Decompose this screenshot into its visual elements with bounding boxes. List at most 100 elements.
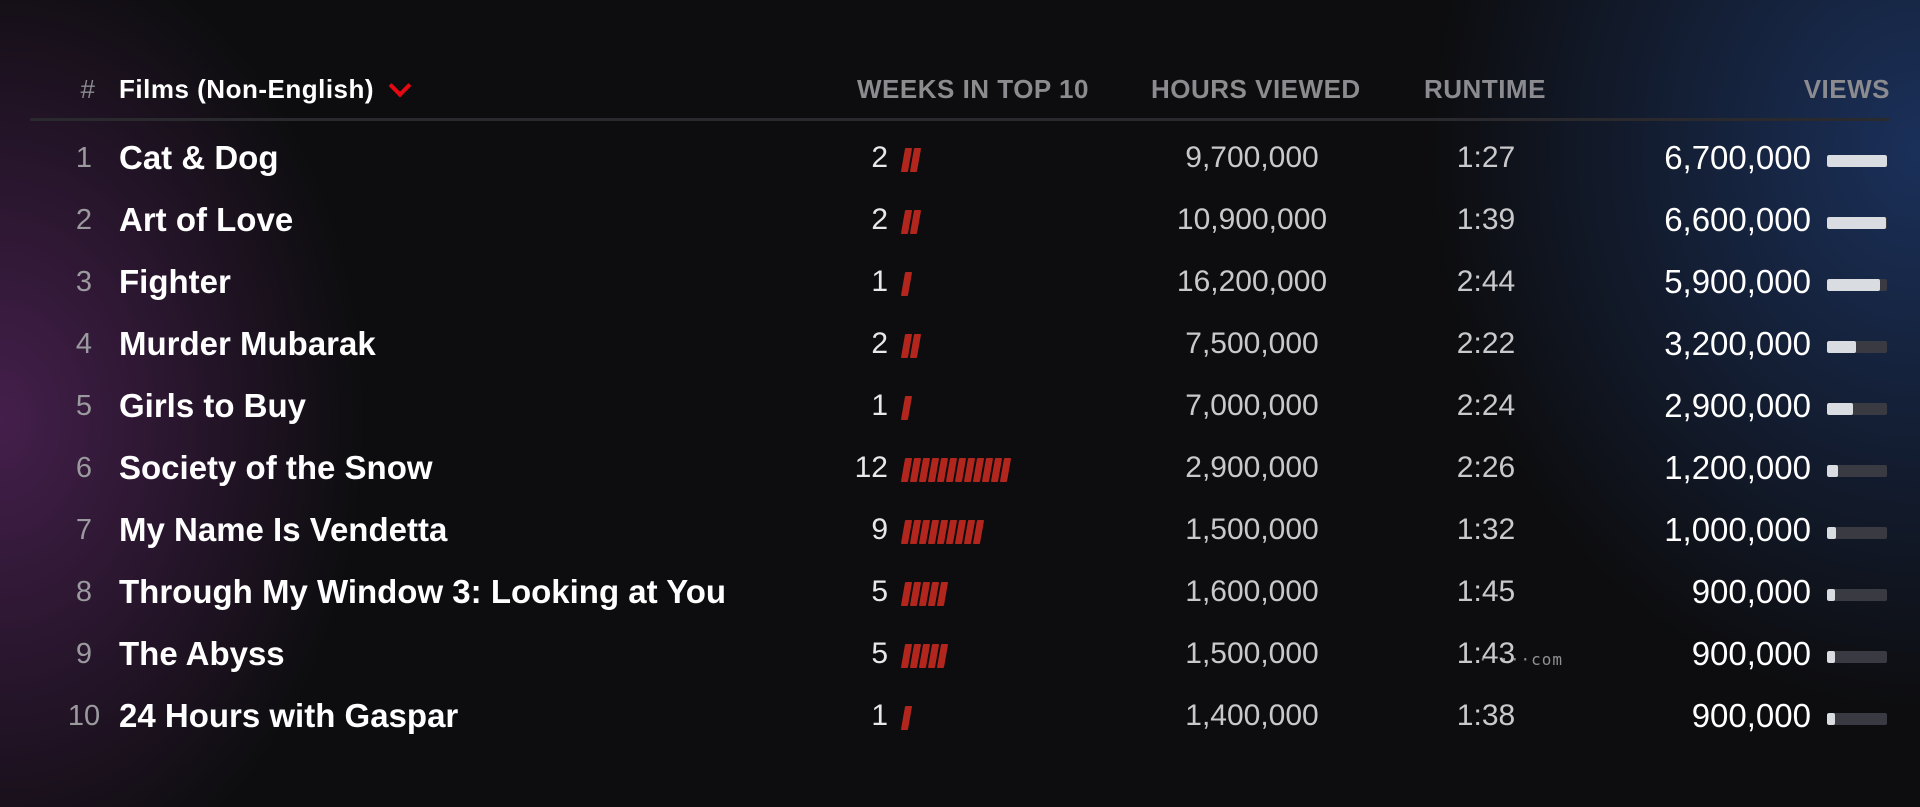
row-title[interactable]: Cat & Dog [119, 139, 279, 176]
row-hours-viewed: 1,500,000 [1185, 637, 1319, 670]
row-weeks-count: 9 [871, 513, 888, 546]
week-bar [999, 458, 1012, 482]
row-hours-viewed: 7,500,000 [1185, 327, 1319, 360]
week-bar [909, 334, 922, 358]
weeks-bar-group [900, 458, 1012, 482]
row-rank: 3 [75, 266, 93, 298]
row-hours-viewed: 1,400,000 [1185, 699, 1319, 732]
runtime-column-header: RUNTIME [1424, 74, 1546, 104]
row-title[interactable]: Through My Window 3: Looking at You [119, 573, 727, 610]
row-hours-viewed: 16,200,000 [1176, 265, 1328, 298]
weeks-bar-group [900, 520, 985, 544]
row-hours-viewed: 9,700,000 [1185, 141, 1319, 174]
views-bar-fill [1827, 279, 1880, 291]
views-bar-fill [1827, 651, 1836, 663]
week-bar [936, 644, 949, 668]
row-views: 6,600,000 [1664, 201, 1811, 238]
row-runtime: 1:39 [1456, 203, 1516, 236]
row-rank: 4 [75, 328, 93, 360]
weeks-bar-group [900, 148, 922, 172]
row-rank: 10 [67, 700, 101, 732]
table-row[interactable]: 7 My Name Is Vendetta 9 1,500,000 1:32 1,000,… [0, 500, 1920, 562]
row-weeks-count: 2 [871, 203, 888, 236]
week-bar [900, 396, 913, 420]
category-label: Films (Non-English) [119, 74, 375, 104]
row-views: 2,900,000 [1664, 387, 1811, 424]
views-bar-track [1827, 279, 1887, 291]
table-row[interactable]: 4 Murder Mubarak 2 7,500,000 2:22 3,200,000 [0, 314, 1920, 376]
views-bar-fill [1827, 527, 1836, 539]
category-dropdown[interactable]: Films (Non-English) [119, 74, 412, 105]
row-views: 6,700,000 [1664, 139, 1811, 176]
row-rank: 8 [75, 576, 93, 608]
row-views: 3,200,000 [1664, 325, 1811, 362]
views-bar-track [1827, 341, 1887, 353]
row-weeks-count: 1 [871, 389, 888, 422]
views-bar-fill [1827, 713, 1836, 725]
weeks-bar-group [900, 582, 949, 606]
row-weeks-count: 2 [871, 327, 888, 360]
row-hours-viewed: 10,900,000 [1176, 203, 1328, 236]
table-row[interactable]: 1 Cat & Dog 2 9,700,000 1:27 6,700,000 [0, 128, 1920, 190]
week-bar [900, 272, 913, 296]
views-bar-fill [1827, 465, 1838, 477]
row-title[interactable]: The Abyss [119, 635, 285, 672]
weeks-column-header: WEEKS IN TOP 10 [857, 74, 1089, 104]
table-row[interactable]: 10 24 Hours with Gaspar 1 1,400,000 1:38 900,… [0, 686, 1920, 748]
row-weeks-count: 12 [854, 451, 888, 484]
views-bar-fill [1827, 589, 1836, 601]
row-title[interactable]: My Name Is Vendetta [119, 511, 448, 548]
views-bar-track [1827, 155, 1887, 167]
row-rank: 9 [75, 638, 93, 670]
week-bar [936, 582, 949, 606]
table-row[interactable]: 5 Girls to Buy 1 7,000,000 2:24 2,900,000 [0, 376, 1920, 438]
row-title[interactable]: Murder Mubarak [119, 325, 376, 362]
table-row[interactable]: 6 Society of the Snow 12 2,900,000 2:26 1,200… [0, 438, 1920, 500]
weeks-bar-group [900, 396, 913, 420]
row-runtime: 1:43 [1456, 637, 1516, 670]
weeks-bar-group [900, 210, 922, 234]
row-rank: 1 [75, 142, 93, 174]
views-bar-track [1827, 403, 1887, 415]
weeks-bar-group [900, 644, 949, 668]
row-views: 900,000 [1691, 635, 1811, 672]
week-bar [900, 706, 913, 730]
row-runtime: 2:44 [1456, 265, 1516, 298]
row-rank: 6 [75, 452, 93, 484]
views-bar-fill [1827, 341, 1856, 353]
row-rank: 7 [75, 514, 93, 546]
row-runtime: 1:45 [1456, 575, 1516, 608]
row-runtime: 2:24 [1456, 389, 1516, 422]
table-row[interactable]: 9 The Abyss 5 1,500,000 1:43 900,000 [0, 624, 1920, 686]
views-bar-track [1827, 589, 1887, 601]
rank-column-header: # [80, 74, 96, 104]
row-title[interactable]: Girls to Buy [119, 387, 307, 424]
row-title[interactable]: Fighter [119, 263, 231, 300]
row-views: 5,900,000 [1664, 263, 1811, 300]
row-title[interactable]: Art of Love [119, 201, 294, 238]
weeks-bar-group [900, 706, 913, 730]
row-runtime: 2:26 [1456, 451, 1516, 484]
row-hours-viewed: 1,600,000 [1185, 575, 1319, 608]
chevron-down-icon[interactable] [388, 74, 412, 97]
row-views: 900,000 [1691, 573, 1811, 610]
row-runtime: 1:27 [1456, 141, 1516, 174]
table-row[interactable]: 2 Art of Love 2 10,900,000 1:39 6,600,000 [0, 190, 1920, 252]
views-column-header: VIEWS [1803, 74, 1890, 104]
weeks-bar-group [900, 272, 913, 296]
table-row[interactable]: 8 Through My Window 3: Looking at You 5 1,6… [0, 562, 1920, 624]
row-runtime: 1:32 [1456, 513, 1516, 546]
row-hours-viewed: 2,900,000 [1185, 451, 1319, 484]
views-bar-fill [1827, 403, 1853, 415]
table-row[interactable]: 3 Fighter 1 16,200,000 2:44 5,900,000 [0, 252, 1920, 314]
row-hours-viewed: 7,000,000 [1185, 389, 1319, 422]
row-title[interactable]: 24 Hours with Gaspar [119, 697, 459, 734]
watermark-text: ·····com [1478, 650, 1564, 669]
views-bar-track [1827, 465, 1887, 477]
views-bar-track [1827, 651, 1887, 663]
row-rank: 2 [75, 204, 93, 236]
row-runtime: 1:38 [1456, 699, 1516, 732]
row-title[interactable]: Society of the Snow [119, 449, 433, 486]
row-weeks-count: 2 [871, 141, 888, 174]
views-bar-track [1827, 217, 1887, 229]
